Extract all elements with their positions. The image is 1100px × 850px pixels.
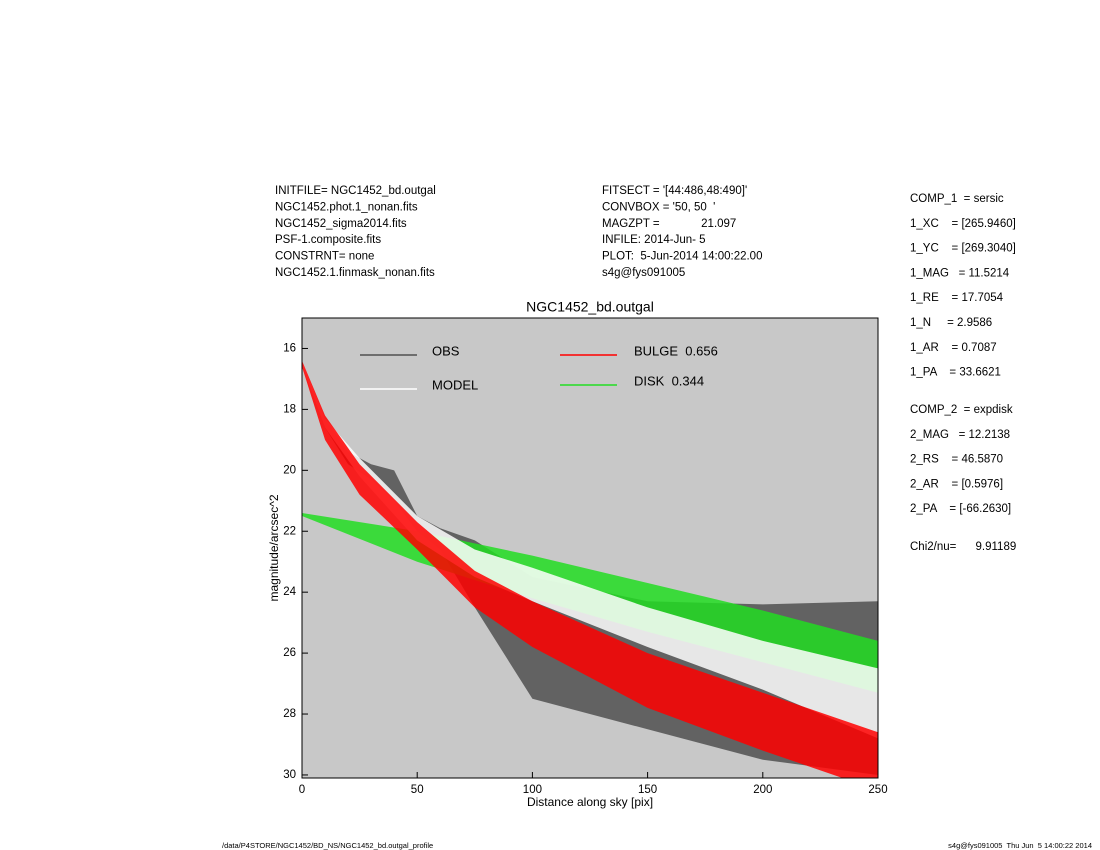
header-line: s4g@fys091005	[602, 267, 685, 279]
y-tick-label: 20	[283, 464, 296, 476]
header-line: NGC1452.phot.1_nonan.fits	[275, 201, 418, 213]
y-tick-label: 18	[283, 403, 296, 415]
x-tick-label: 150	[638, 784, 657, 796]
y-tick-label: 30	[283, 769, 296, 781]
component-band	[302, 360, 878, 778]
header-line: NGC1452_sigma2014.fits	[275, 218, 407, 230]
parameter: 1_PA = 33.6621	[910, 367, 1001, 379]
y-tick-label: 22	[283, 525, 296, 537]
parameter: 2_AR = [0.5976]	[910, 478, 1003, 490]
x-tick-label: 0	[299, 784, 305, 796]
header-line: FITSECT = '[44:486,48:490]'	[602, 185, 747, 197]
parameter: 1_YC = [269.3040]	[910, 243, 1016, 255]
parameter: COMP_2 = expdisk	[910, 404, 1013, 416]
parameter: COMP_1 = sersic	[910, 193, 1004, 205]
x-tick-label: 100	[523, 784, 542, 796]
legend-label: MODEL	[432, 377, 478, 392]
parameter: 1_AR = 0.7087	[910, 342, 997, 354]
plot-area	[302, 360, 878, 778]
y-tick-label: 28	[283, 708, 296, 720]
chart-title: NGC1452_bd.outgal	[526, 299, 654, 315]
header-line: PSF-1.composite.fits	[275, 234, 381, 246]
header-line: NGC1452.1.finmask_nonan.fits	[275, 267, 435, 279]
chi2: Chi2/nu= 9.91189	[910, 541, 1016, 553]
legend-label: OBS	[432, 343, 460, 358]
parameter: 2_MAG = 12.2138	[910, 429, 1010, 441]
parameter: 2_RS = 46.5870	[910, 454, 1003, 466]
header-line: CONVBOX = '50, 50 '	[602, 201, 715, 213]
y-axis-label: magnitude/arcsec^2	[267, 494, 281, 601]
parameter: 2_PA = [-66.2630]	[910, 503, 1011, 515]
y-tick-label: 24	[283, 586, 296, 598]
header-line: PLOT: 5-Jun-2014 14:00:22.00	[602, 251, 762, 263]
parameter: 1_N = 2.9586	[910, 317, 992, 329]
header-line: INITFILE= NGC1452_bd.outgal	[275, 185, 436, 197]
y-tick-label: 16	[283, 342, 296, 354]
parameter: 1_MAG = 11.5214	[910, 267, 1010, 279]
footer-left: /data/P4STORE/NGC1452/BD_NS/NGC1452_bd.o…	[222, 841, 433, 850]
y-tick-label: 26	[283, 647, 296, 659]
footer-right: s4g@fys091005 Thu Jun 5 14:00:22 2014	[948, 841, 1092, 850]
header-line: MAGZPT = 21.097	[602, 218, 736, 230]
x-tick-label: 250	[868, 784, 887, 796]
plot-frame	[301, 317, 879, 779]
header-line: CONSTRNT= none	[275, 251, 374, 263]
parameter: 1_XC = [265.9460]	[910, 218, 1016, 230]
parameter: 1_RE = 17.7054	[910, 292, 1004, 304]
legend-label: DISK 0.344	[634, 373, 704, 388]
component-band	[302, 360, 878, 739]
x-tick-label: 50	[411, 784, 424, 796]
header-line: INFILE: 2014-Jun- 5	[602, 234, 706, 246]
legend-label: BULGE 0.656	[634, 343, 718, 358]
x-axis-label: Distance along sky [pix]	[527, 795, 653, 809]
x-tick-label: 200	[753, 784, 772, 796]
